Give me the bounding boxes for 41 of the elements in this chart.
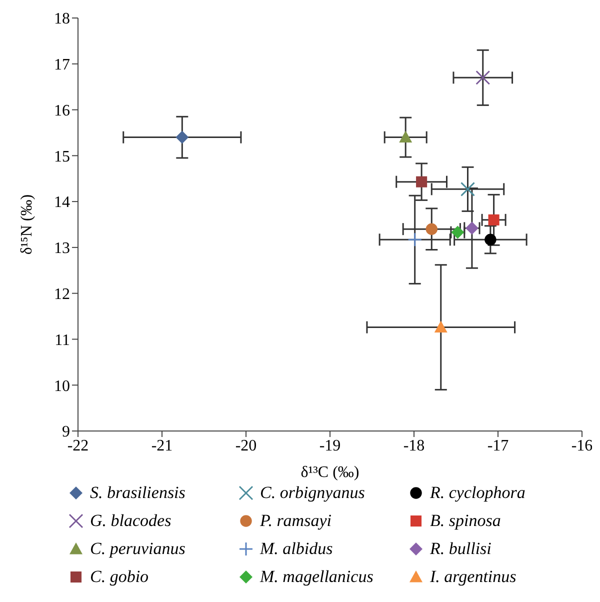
point: [476, 70, 490, 85]
y-tick-label: 9: [62, 424, 70, 441]
x-tick-label: -21: [151, 437, 173, 454]
y-axis-title: δ¹⁵N (‰): [18, 194, 36, 255]
legend-label: M. albidus: [260, 539, 333, 559]
y-tick-label: 12: [54, 286, 70, 304]
legend-label: C. gobio: [90, 567, 149, 587]
legend-label: P. ramsayi: [260, 511, 332, 531]
point: [176, 130, 189, 144]
y-tick-label: 18: [54, 10, 70, 28]
point: [408, 232, 422, 247]
point: [399, 130, 412, 143]
x-tick-label: -20: [235, 437, 257, 454]
x-tick-label: -16: [571, 437, 593, 454]
legend-label: C. peruvianus: [90, 539, 186, 559]
y-tick-label: 13: [54, 240, 70, 258]
point: [426, 223, 438, 235]
y-tick-label: 15: [54, 148, 70, 166]
legend-label: G. blacodes: [90, 511, 172, 531]
x-axis-title: δ¹³C (‰): [300, 464, 360, 481]
point: [416, 176, 428, 188]
x-tick-label: -22: [67, 437, 89, 454]
point: [434, 320, 448, 332]
y-tick-label: 11: [54, 332, 70, 349]
y-tick-label: 17: [54, 56, 70, 74]
legend-label: I. argentinus: [430, 567, 516, 587]
x-tick-label: -17: [487, 437, 509, 454]
legend-label: S. brasiliensis: [90, 483, 186, 503]
legend-label: R. bullisi: [430, 539, 492, 559]
legend-label: B. spinosa: [430, 511, 501, 531]
legend-label: R. cyclophora: [430, 483, 526, 503]
y-tick-label: 10: [54, 378, 70, 395]
y-tick-label: 16: [54, 102, 70, 120]
point: [488, 214, 500, 226]
x-tick-label: -18: [403, 437, 425, 454]
legend-label: M. magellanicus: [260, 567, 374, 587]
point: [484, 234, 496, 246]
x-tick-label: -19: [319, 437, 341, 454]
y-tick-label: 14: [54, 194, 70, 212]
legend-label: C. orbignyanus: [260, 483, 365, 503]
point: [460, 182, 476, 196]
